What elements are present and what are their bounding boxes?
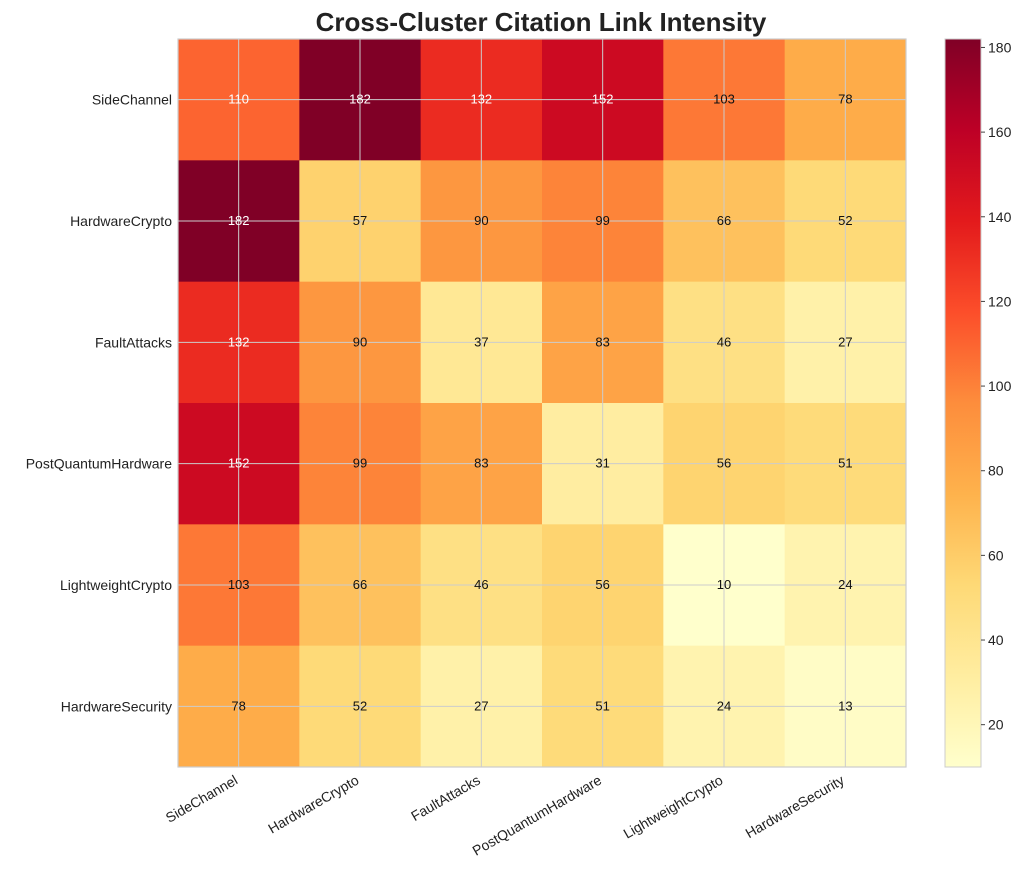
cell-value-label: 24 (717, 698, 731, 713)
y-axis: SideChannel HardwareCrypto FaultAttacks Pos… (26, 92, 173, 715)
x-tick-label: LightweightCrypto (620, 772, 725, 842)
cell-value-label: 83 (474, 456, 488, 471)
cell-value-label: 182 (228, 213, 250, 228)
cell-value-label: 99 (353, 456, 367, 471)
cell-value-label: 132 (228, 334, 250, 349)
cell-value-label: 52 (353, 698, 367, 713)
y-tick-label: SideChannel (92, 92, 172, 108)
x-tick-label: PostQuantumHardware (469, 772, 604, 859)
colorbar-tick-label: 160 (988, 124, 1012, 140)
colorbar-tick-label: 60 (988, 547, 1004, 563)
cell-value-label: 103 (713, 92, 735, 107)
cell-value-label: 51 (838, 456, 852, 471)
colorbar-tick-label: 140 (988, 209, 1012, 225)
cell-value-label: 57 (353, 213, 367, 228)
heatmap-cells (178, 39, 907, 768)
cell-value-label: 152 (592, 92, 614, 107)
cell-value-label: 103 (228, 577, 250, 592)
cell-value-label: 90 (353, 334, 367, 349)
colorbar-tick-label: 40 (988, 632, 1004, 648)
cell-value-label: 99 (595, 213, 609, 228)
plot-frame (177, 38, 907, 768)
x-tick-label: FaultAttacks (408, 772, 483, 824)
y-tick-label: LightweightCrypto (60, 577, 172, 593)
colorbar-tick-label: 100 (988, 378, 1012, 394)
colorbar-tick-label: 80 (988, 463, 1004, 479)
x-tick-label: SideChannel (163, 772, 240, 826)
y-tick-label: PostQuantumHardware (26, 456, 173, 472)
cell-value-labels: 110 182 132 152 103 78 182 57 90 99 66 52 132 90 37 83 4… (228, 92, 853, 714)
grid-lines (177, 38, 907, 768)
cell-value-label: 152 (228, 456, 250, 471)
colorbar-tick-label: 20 (988, 717, 1004, 733)
y-tick-label: HardwareCrypto (70, 213, 172, 229)
colorbar-tick-label: 120 (988, 293, 1012, 309)
cell-value-label: 46 (717, 334, 731, 349)
x-axis: SideChannel HardwareCrypto FaultAttacksPos… (163, 772, 847, 859)
cell-value-label: 37 (474, 334, 488, 349)
colorbar: 20 40 60 80 100 120 140 160 180 (944, 38, 1012, 768)
cell-value-label: 13 (838, 698, 852, 713)
colorbar-gradient (944, 38, 982, 768)
cell-value-label: 52 (838, 213, 852, 228)
cell-value-label: 132 (470, 92, 492, 107)
cell-value-label: 56 (717, 456, 731, 471)
cell-value-label: 51 (595, 698, 609, 713)
cell-value-label: 78 (838, 92, 852, 107)
cell-value-label: 24 (838, 577, 852, 592)
cell-value-label: 27 (838, 334, 852, 349)
cell-value-label: 66 (353, 577, 367, 592)
x-tick-label: HardwareSecurity (742, 772, 846, 841)
cell-value-label: 83 (595, 334, 609, 349)
y-tick-label: FaultAttacks (95, 334, 172, 350)
cell-value-label: 182 (349, 92, 371, 107)
cell-value-label: 56 (595, 577, 609, 592)
cell-value-label: 10 (717, 577, 731, 592)
cell-value-label: 90 (474, 213, 488, 228)
x-tick-label: HardwareCrypto (265, 772, 361, 837)
cell-value-label: 27 (474, 698, 488, 713)
cell-value-label: 78 (231, 698, 245, 713)
cell-value-label: 66 (717, 213, 731, 228)
cell-value-label: 31 (595, 456, 609, 471)
colorbar-tick-label: 180 (988, 39, 1012, 55)
cell-value-label: 46 (474, 577, 488, 592)
chart-title: Cross-Cluster Citation Link Intensity (316, 7, 767, 37)
cell-value-label: 110 (228, 92, 249, 107)
y-tick-label: HardwareSecurity (61, 698, 172, 714)
